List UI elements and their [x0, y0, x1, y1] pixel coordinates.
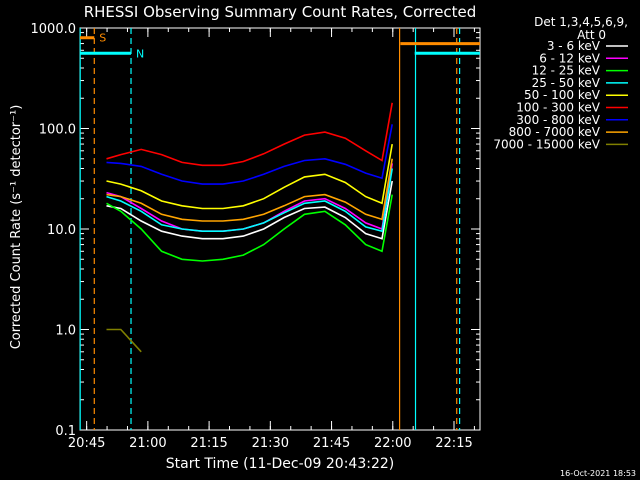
- legend-label: 100 - 300 keV: [516, 101, 600, 115]
- state-marker-label: N: [136, 47, 144, 60]
- y-tick-label: 1000.0: [31, 22, 77, 37]
- x-axis-label: Start Time (11-Dec-09 20:43:22): [166, 456, 394, 472]
- series-line-8: [107, 295, 393, 352]
- series-line-0: [106, 180, 393, 240]
- y-tick-label: 10.0: [47, 223, 76, 238]
- legend-header-line-1: Det 1,3,4,5,6,9,: [534, 15, 628, 29]
- legend-label: 50 - 100 keV: [524, 88, 601, 102]
- y-axis-label: Corrected Count Rate (s⁻¹ detector⁻¹): [9, 105, 24, 350]
- legend-label: 300 - 800 keV: [516, 113, 600, 127]
- state-marker-label: S: [99, 32, 106, 45]
- x-tick-label: 21:45: [313, 436, 350, 451]
- legend-label: 7000 - 15000 keV: [493, 137, 600, 151]
- x-tick-label: 22:15: [435, 436, 472, 451]
- y-tick-label: 0.1: [55, 424, 76, 439]
- x-tick-label: 21:30: [252, 436, 289, 451]
- legend-label: 800 - 7000 keV: [509, 125, 601, 139]
- series-line-7: [106, 158, 393, 222]
- x-tick-label: 22:00: [374, 436, 411, 451]
- chart-title: RHESSI Observing Summary Count Rates, Co…: [84, 3, 477, 21]
- series-line-6: [106, 124, 393, 185]
- legend-label: 12 - 25 keV: [532, 64, 601, 78]
- footer-timestamp: 16-Oct-2021 18:53: [560, 469, 636, 478]
- y-tick-label: 1.0: [55, 324, 76, 339]
- legend-header-line-2: Att 0: [577, 28, 606, 42]
- x-tick-label: 21:00: [129, 436, 166, 451]
- series-line-2: [106, 194, 393, 262]
- series-line-3: [106, 168, 393, 233]
- legend-label: 3 - 6 keV: [547, 39, 601, 53]
- legend-label: 25 - 50 keV: [532, 76, 601, 90]
- series-line-5: [106, 102, 393, 167]
- x-tick-label: 21:15: [190, 436, 227, 451]
- legend-label: 6 - 12 keV: [539, 51, 601, 65]
- plot-area: 0.1 1.0 10.0 100.0 1000.0 20:45 21:00 21:15 21:3…: [31, 22, 481, 451]
- x-tick-label: 20:45: [68, 436, 105, 451]
- series-line-4: [106, 143, 393, 210]
- y-tick-label: 100.0: [39, 123, 76, 138]
